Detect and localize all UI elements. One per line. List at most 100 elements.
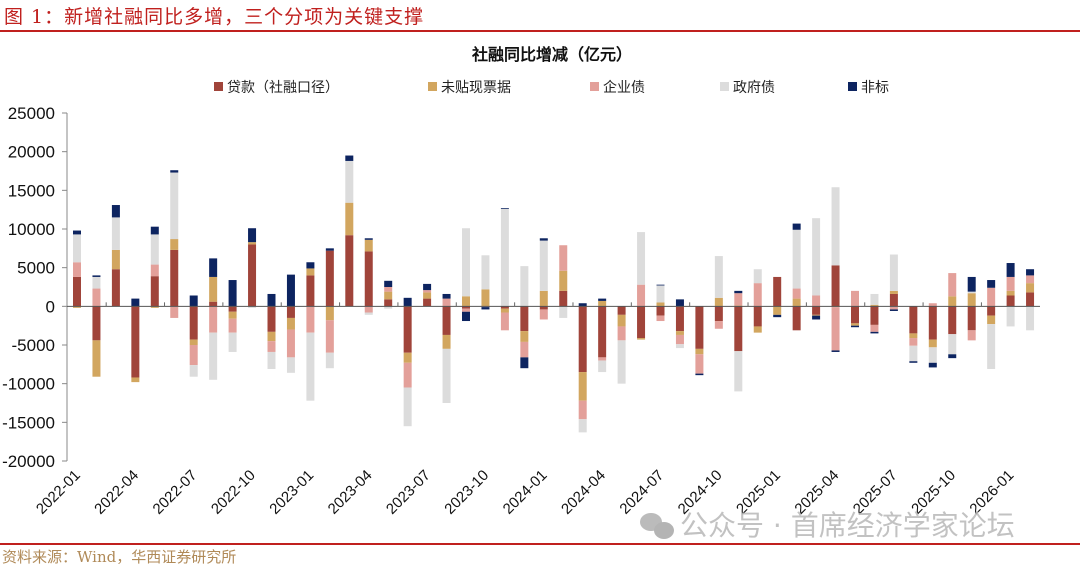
bar-segment xyxy=(753,306,762,327)
bar-segment xyxy=(248,228,257,243)
bar-segment xyxy=(306,332,315,401)
bar-segment xyxy=(306,268,315,276)
bar-segment xyxy=(792,288,801,299)
bar-segment xyxy=(131,377,140,383)
bar-segment xyxy=(73,276,81,307)
bar-segment xyxy=(131,306,140,378)
bar-segment xyxy=(306,306,315,333)
bar-segment xyxy=(851,325,859,328)
bar-group xyxy=(851,290,859,328)
bar-segment xyxy=(73,234,81,263)
bar-segment xyxy=(462,306,470,309)
bar-segment xyxy=(675,299,684,307)
bar-segment xyxy=(987,315,996,325)
legend-item: 未贴现票据 xyxy=(428,80,511,96)
bar-segment xyxy=(928,362,937,368)
bar-segment xyxy=(656,306,665,316)
legend-label: 贷款（社融口径） xyxy=(227,80,339,96)
bar-segment xyxy=(695,306,704,349)
bar-group xyxy=(384,280,393,309)
bar-segment xyxy=(442,348,451,403)
bar-segment xyxy=(481,289,490,307)
legend-label: 企业债 xyxy=(603,79,645,96)
bar-group xyxy=(150,226,159,308)
bar-segment xyxy=(598,357,607,361)
bar-segment xyxy=(228,311,237,319)
bar-segment xyxy=(442,298,451,307)
bar-segment xyxy=(714,256,723,298)
y-tick-label: -10000 xyxy=(2,375,55,394)
x-tick-label: 2024-01 xyxy=(500,467,551,518)
y-tick-label: -20000 xyxy=(2,452,55,471)
bar-segment xyxy=(675,344,684,349)
bar-segment xyxy=(248,306,257,308)
bar-group xyxy=(987,280,996,369)
bar-segment xyxy=(189,306,198,340)
bar-group xyxy=(714,256,723,329)
bar-segment xyxy=(423,298,432,307)
bar-segment xyxy=(442,334,451,349)
y-tick-label: 10000 xyxy=(8,220,55,239)
bar-segment xyxy=(345,202,354,236)
bar-group xyxy=(870,293,879,334)
bar-group xyxy=(345,155,354,307)
bar-segment xyxy=(462,311,470,322)
bar-segment xyxy=(267,331,276,342)
bar-segment xyxy=(384,299,393,307)
legend-swatch xyxy=(848,82,857,91)
bar-segment xyxy=(675,331,684,335)
bar-group xyxy=(753,269,762,333)
bar-segment xyxy=(364,251,373,307)
bar-segment xyxy=(228,280,237,307)
bar-segment xyxy=(598,300,607,307)
bar-segment xyxy=(1006,295,1015,307)
bar-segment xyxy=(928,303,937,307)
bar-segment xyxy=(248,244,257,307)
bar-segment xyxy=(92,276,101,289)
bar-segment xyxy=(267,293,276,307)
bar-segment xyxy=(364,306,373,313)
bar-segment xyxy=(695,354,704,374)
watermark: 公众号 · 首席经济学家论坛 xyxy=(640,504,1015,544)
bar-segment xyxy=(928,306,937,340)
bar-segment xyxy=(909,361,918,363)
bar-segment xyxy=(812,218,821,296)
bar-segment xyxy=(209,306,218,333)
bar-segment xyxy=(92,275,101,277)
bar-segment xyxy=(500,308,509,313)
bar-segment xyxy=(403,362,412,388)
bar-segment xyxy=(170,249,179,307)
bar-segment xyxy=(325,306,334,321)
bar-segment xyxy=(714,321,723,329)
bar-segment xyxy=(325,250,334,307)
bar-segment xyxy=(364,238,373,240)
bar-segment xyxy=(889,306,898,310)
bar-group xyxy=(520,266,529,369)
bar-segment xyxy=(209,258,218,277)
bars xyxy=(73,155,1035,433)
bar-segment xyxy=(656,302,665,307)
bar-segment xyxy=(111,269,120,307)
bar-segment xyxy=(909,338,918,346)
bar-group xyxy=(1006,263,1015,327)
bar-segment xyxy=(675,334,684,345)
bar-segment xyxy=(675,306,684,332)
bar-segment xyxy=(870,304,879,307)
bar-segment xyxy=(364,239,373,252)
bar-group xyxy=(656,284,665,322)
bar-segment xyxy=(500,306,509,309)
bar-segment xyxy=(170,239,179,250)
bar-segment xyxy=(948,306,957,335)
bar-group xyxy=(228,280,237,352)
bar-segment xyxy=(539,309,548,320)
y-tick-label: 15000 xyxy=(8,181,55,200)
bar-segment xyxy=(500,208,509,209)
chart-title: 社融同比增减（亿元） xyxy=(471,45,632,64)
bar-segment xyxy=(656,315,665,322)
bar-segment xyxy=(364,312,373,315)
bar-segment xyxy=(286,329,295,358)
bar-segment xyxy=(539,306,548,310)
legend-swatch xyxy=(720,82,729,91)
bar-segment xyxy=(462,296,470,307)
bar-segment xyxy=(423,292,432,299)
